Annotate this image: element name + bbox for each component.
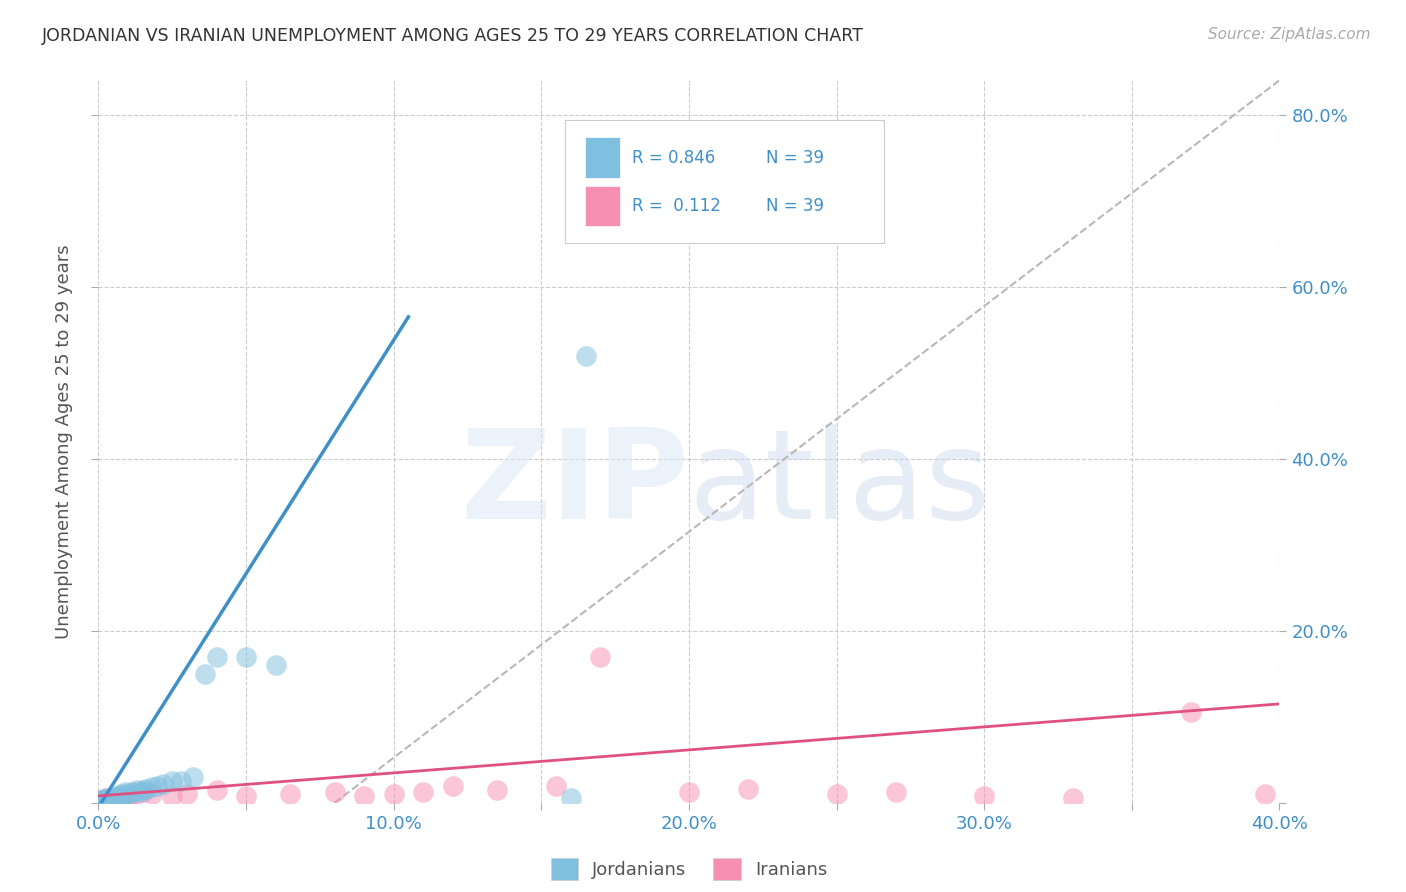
Point [96, 793, 118, 807]
Point [135, 782, 157, 797]
Y-axis label: Unemployment Among Ages 25 to 29 years: Unemployment Among Ages 25 to 29 years [55, 244, 73, 639]
Point [96, 795, 118, 809]
Point [90, 794, 112, 808]
Point [205, 783, 228, 797]
Point [146, 779, 169, 793]
Point [486, 783, 509, 797]
Point [108, 790, 131, 805]
Point [93, 792, 115, 806]
Point [194, 666, 217, 681]
Point [141, 780, 163, 795]
Point [235, 649, 257, 664]
Point [103, 793, 125, 807]
Point [108, 788, 131, 802]
Point [973, 789, 995, 803]
Point [162, 774, 183, 789]
Point [825, 787, 848, 801]
Point [90, 793, 112, 807]
Point [323, 785, 346, 799]
FancyBboxPatch shape [585, 186, 620, 227]
Legend: Jordanians, Iranians: Jordanians, Iranians [543, 851, 835, 888]
Point [96, 791, 118, 805]
Point [884, 785, 907, 799]
Point [141, 787, 163, 801]
Point [122, 789, 145, 803]
Text: N = 39: N = 39 [766, 197, 824, 215]
Point [93, 792, 115, 806]
Point [98, 792, 121, 806]
Point [589, 649, 612, 664]
Point [120, 784, 142, 798]
Point [98, 792, 121, 806]
Point [205, 649, 228, 664]
Point [1254, 787, 1277, 801]
Text: R =  0.112: R = 0.112 [633, 197, 721, 215]
Text: JORDANIAN VS IRANIAN UNEMPLOYMENT AMONG AGES 25 TO 29 YEARS CORRELATION CHART: JORDANIAN VS IRANIAN UNEMPLOYMENT AMONG … [42, 27, 865, 45]
Point [103, 793, 125, 807]
Point [105, 789, 128, 803]
Point [98, 795, 121, 809]
Point [122, 785, 145, 799]
Point [114, 793, 136, 807]
Text: R = 0.846: R = 0.846 [633, 149, 716, 167]
Point [560, 791, 582, 805]
Point [128, 784, 150, 798]
Point [93, 794, 115, 808]
Point [103, 791, 125, 805]
Point [93, 794, 115, 808]
Point [176, 787, 198, 801]
Point [111, 789, 134, 804]
Point [96, 791, 118, 805]
Point [412, 785, 434, 799]
Point [132, 785, 155, 799]
Text: Source: ZipAtlas.com: Source: ZipAtlas.com [1208, 27, 1371, 42]
Point [96, 793, 118, 807]
Point [152, 777, 174, 791]
Point [117, 791, 139, 805]
Point [575, 349, 598, 363]
Text: atlas: atlas [689, 425, 991, 545]
Point [1180, 706, 1202, 720]
Point [382, 787, 405, 801]
Point [103, 794, 125, 808]
Point [264, 658, 287, 673]
Point [111, 792, 134, 806]
Point [737, 782, 759, 797]
FancyBboxPatch shape [565, 120, 884, 243]
Point [111, 787, 134, 801]
Point [117, 787, 139, 801]
Point [90, 795, 112, 809]
Point [162, 789, 183, 803]
FancyBboxPatch shape [585, 137, 620, 178]
Point [546, 779, 568, 793]
Point [105, 791, 128, 805]
Point [125, 783, 148, 797]
Point [93, 795, 115, 809]
Point [280, 787, 302, 801]
Text: N = 39: N = 39 [766, 149, 824, 167]
Point [114, 785, 136, 799]
Text: ZIP: ZIP [460, 425, 689, 545]
Point [114, 789, 136, 803]
Point [98, 794, 121, 808]
Point [181, 770, 204, 784]
Point [108, 793, 131, 807]
Point [105, 792, 128, 806]
Point [98, 794, 121, 808]
Point [1062, 791, 1084, 805]
Point [678, 785, 700, 799]
Point [132, 783, 155, 797]
Point [441, 779, 464, 793]
Point [90, 793, 112, 807]
Point [235, 789, 257, 803]
Point [170, 774, 193, 789]
Point [353, 789, 375, 803]
